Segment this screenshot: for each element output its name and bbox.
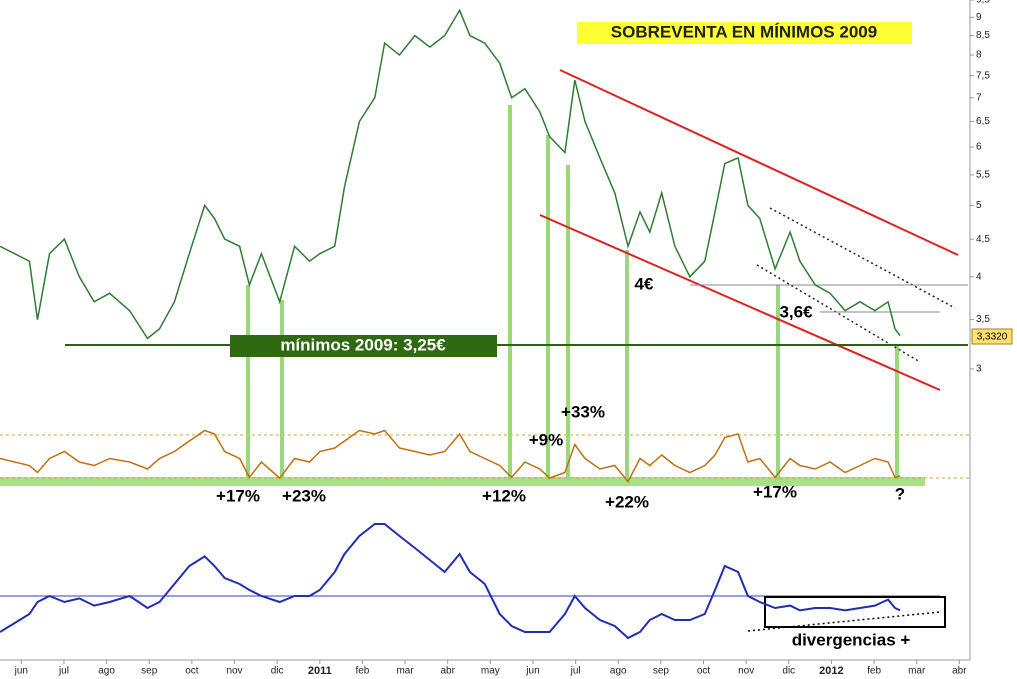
title-box [577,22,912,44]
annotation: ? [895,484,905,503]
x-tick-label: abr [952,666,967,677]
annotation: +9% [529,430,564,449]
y-tick-label: 4 [976,271,982,282]
y-tick-label: 7,5 [976,70,990,81]
chart-title: SOBREVENTA EN MÍNIMOS 2009 [611,22,877,41]
x-tick-label: jul [58,666,69,677]
x-tick-label: abr [440,666,455,677]
annotation: +17% [216,486,260,505]
annotation: 3,6€ [779,302,813,321]
annotation: +22% [605,492,649,511]
x-tick-label: sep [653,666,670,677]
annotation: +23% [282,486,326,505]
macd-line [0,523,901,640]
y-tick-label: 5,5 [976,170,990,181]
price-tag [971,328,1013,345]
x-tick-label: dic [782,666,795,677]
channel-dotted [756,264,921,363]
channel-dotted [769,207,956,309]
y-tick-label: 8 [976,50,982,61]
annotation: 4€ [635,274,654,293]
oscillator-line [0,429,901,483]
annotation: 3,3320 [977,332,1008,343]
x-tick-label: mar [908,666,926,677]
x-tick-label: dic [271,666,284,677]
x-tick-label: nov [226,666,242,677]
x-tick-label: feb [355,666,369,677]
annotation: mínimos 2009: 3,25€ [280,335,446,354]
y-tick-label: 4,5 [976,234,990,245]
y-tick-label: 5 [976,200,982,211]
x-tick-label: oct [697,666,711,677]
x-tick-label: sep [141,666,158,677]
y-tick-label: 6,5 [976,116,990,127]
y-tick-label: 9,5 [976,0,990,6]
x-tick-label: 2011 [308,665,332,677]
y-tick-label: 6 [976,142,982,153]
price-line [0,8,901,340]
annotation: +12% [482,486,526,505]
oversold-band [0,477,925,486]
annotation: +33% [561,402,605,421]
x-tick-label: nov [738,666,754,677]
x-tick-label: oct [185,666,199,677]
channel-top [559,69,959,256]
y-tick-label: 9 [976,12,982,23]
annotation: +17% [753,482,797,501]
x-tick-label: may [481,666,500,677]
x-tick-label: ago [98,666,115,677]
x-tick-label: mar [396,666,414,677]
channel-bottom [539,214,941,391]
y-tick-label: 3,5 [976,314,990,325]
divergence-box [764,596,946,628]
x-tick-label: 2012 [819,665,843,677]
annotation: divergencias + [792,630,911,649]
y-tick-label: 3 [976,364,982,375]
y-tick-label: 7 [976,92,982,103]
x-tick-label: jun [14,666,28,677]
x-tick-label: feb [867,666,881,677]
divergence-line [747,611,941,632]
signal-lines [246,105,899,480]
min-label-box [230,335,497,357]
y-tick-label: 8,5 [976,30,990,41]
x-tick-label: ago [610,666,627,677]
x-tick-label: jul [570,666,581,677]
x-tick-label: jun [525,666,539,677]
